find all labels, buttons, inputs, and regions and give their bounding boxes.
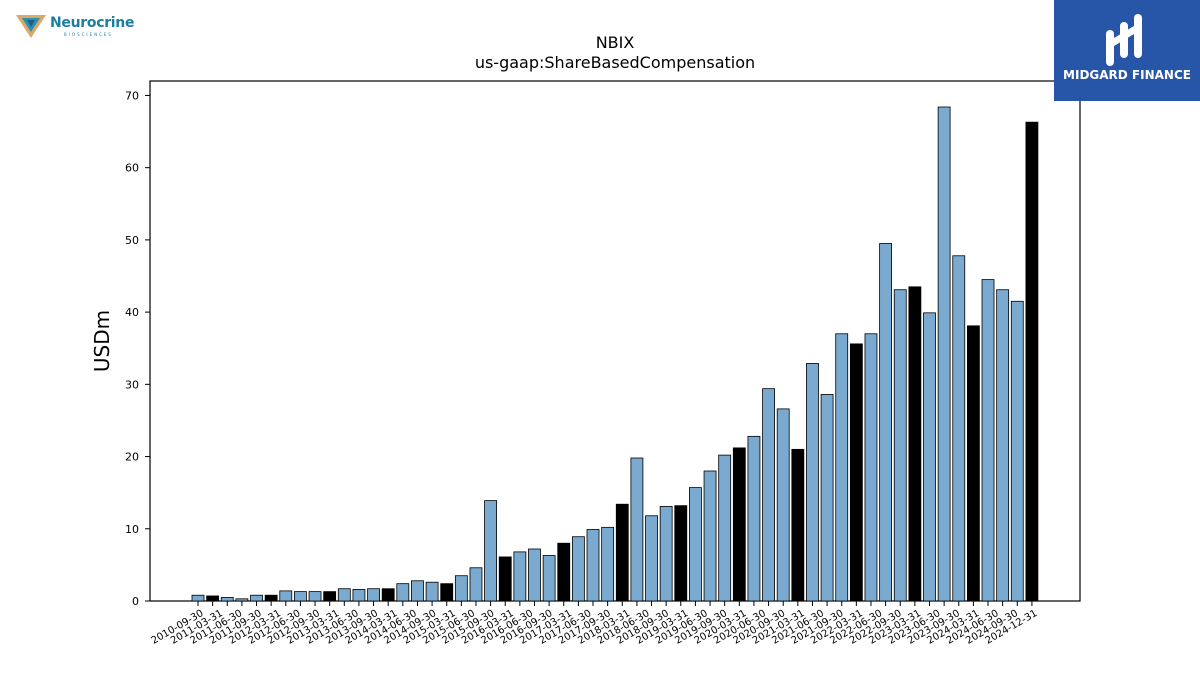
bar-2015-09-30: [484, 500, 498, 602]
bar-2010-09-30: [191, 594, 205, 602]
bar-2017-12-31: [615, 503, 629, 602]
bar-2012-12-31: [323, 591, 337, 602]
company-logo: Neurocrine BIOSCIENCES: [14, 12, 144, 42]
neurocrine-logo-icon: [16, 15, 46, 38]
y-tick-label: 40: [125, 306, 139, 319]
bar-2020-06-30: [762, 388, 775, 602]
x-axis: 2010-09-302011-03-312011-06-302011-09-30…: [150, 601, 1039, 647]
bar-2021-06-30: [820, 394, 834, 602]
bar-2022-09-30: [893, 289, 907, 602]
company-logo-subtext: BIOSCIENCES: [64, 32, 113, 37]
bar-2017-03-31: [571, 536, 585, 602]
bar-2015-03-31: [454, 575, 468, 602]
bar-2023-12-31: [966, 325, 980, 602]
bar-2011-06-30: [235, 598, 249, 602]
bar-2024-12-31: [1025, 121, 1039, 602]
y-tick-label: 70: [125, 89, 139, 102]
y-tick-label: 0: [132, 595, 139, 608]
bar-2013-09-30: [367, 588, 380, 602]
bar-2014-03-31: [396, 583, 410, 602]
bar-2019-09-30: [718, 454, 732, 602]
bar-2018-09-30: [659, 505, 673, 602]
bar-2016-12-31: [557, 542, 571, 602]
bar-2022-12-31: [908, 286, 922, 602]
bar-2017-09-30: [601, 526, 615, 602]
y-tick-label: 20: [125, 451, 139, 464]
bar-2018-12-31: [674, 505, 688, 602]
bar-2010-12-31: [206, 595, 220, 602]
bar-2024-03-31: [981, 279, 995, 602]
bar-2018-03-31: [630, 457, 644, 602]
company-logo-text: Neurocrine: [50, 15, 135, 31]
bar-2015-12-31: [498, 556, 512, 602]
plot-area-frame: [149, 80, 1081, 602]
bar-2013-03-31: [337, 588, 351, 602]
bar-2011-03-31: [220, 596, 234, 602]
bar-2014-06-30: [411, 580, 424, 602]
bar-2019-12-31: [732, 447, 746, 602]
bar-2020-03-31: [747, 435, 761, 602]
bar-2011-12-31: [264, 594, 278, 602]
bar-2023-03-31: [923, 312, 936, 602]
bar-2024-09-30: [1010, 300, 1024, 602]
bar-2019-06-30: [703, 470, 717, 602]
bar-2023-09-30: [952, 255, 966, 602]
publisher-badge: MIDGARD FINANCE: [1054, 0, 1200, 101]
y-tick-label: 10: [125, 523, 139, 536]
bar-2023-06-30: [937, 106, 951, 602]
bar-2020-09-30: [776, 408, 790, 602]
bar-2012-09-30: [308, 591, 322, 602]
bar-2021-09-30: [835, 333, 849, 602]
bar-2022-06-30: [879, 243, 893, 602]
y-tick-label: 60: [125, 162, 139, 175]
bar-2016-09-30: [542, 555, 556, 602]
bar-2014-09-30: [425, 581, 439, 602]
bar-2012-03-31: [279, 590, 293, 602]
bar-2012-06-30: [294, 591, 307, 602]
bar-2015-06-30: [469, 567, 483, 602]
y-axis: 0 10 20 30 40 50 60 70: [125, 89, 150, 608]
y-axis-label: USDm: [90, 310, 114, 372]
bar-2019-03-31: [689, 487, 702, 602]
bar-2014-12-31: [440, 583, 454, 602]
bar-2013-12-31: [381, 588, 395, 602]
chart-subtitle: us-gaap:ShareBasedCompensation: [475, 53, 755, 72]
bar-2016-06-30: [528, 548, 541, 602]
midgard-logo-icon: [1106, 14, 1142, 66]
y-tick-label: 30: [125, 378, 139, 391]
y-tick-label: 50: [125, 234, 139, 247]
bar-2016-03-31: [513, 551, 527, 602]
bar-2011-09-30: [250, 594, 263, 602]
bar-2021-12-31: [849, 343, 863, 602]
bar-2022-03-31: [864, 333, 878, 602]
bar-2013-06-30: [352, 589, 366, 602]
bar-series: [191, 106, 1039, 602]
publisher-badge-text: MIDGARD FINANCE: [1063, 68, 1191, 82]
bar-2020-12-31: [791, 448, 805, 602]
bar-2024-06-30: [996, 289, 1010, 602]
bar-2021-03-31: [806, 362, 819, 602]
bar-2017-06-30: [586, 529, 600, 602]
bar-2018-06-30: [645, 515, 658, 602]
chart-title: NBIX: [596, 33, 635, 52]
